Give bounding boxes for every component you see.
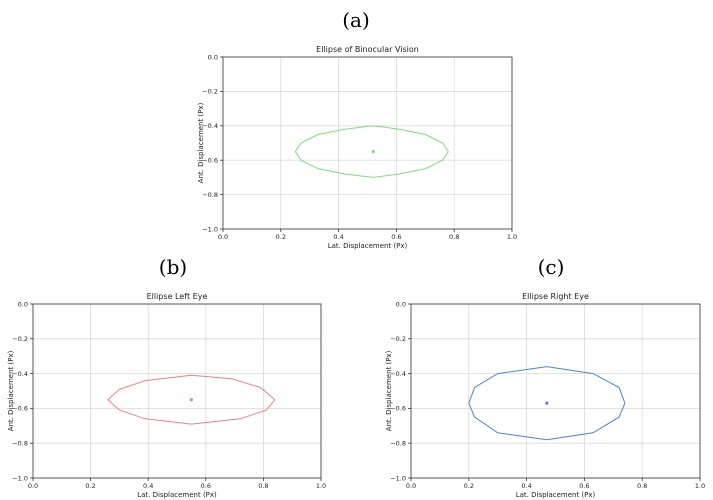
x-tick-label: 0.0 (406, 482, 416, 490)
y-tick-label: −0.8 (12, 440, 28, 448)
chart-title: Ellipse Right Eye (522, 292, 589, 301)
y-tick-label: −0.6 (202, 157, 218, 165)
y-tick-label: −1.0 (390, 474, 406, 482)
x-tick-label: 0.0 (28, 482, 38, 490)
x-tick-label: 0.6 (391, 233, 401, 241)
x-axis-label: Lat. Displacement (Px) (328, 242, 408, 250)
x-tick-label: 0.2 (85, 482, 95, 490)
x-tick-label: 0.8 (258, 482, 268, 490)
y-tick-label: −0.4 (202, 122, 218, 130)
y-tick-label: −1.0 (202, 225, 218, 233)
plot-frame (410, 303, 701, 479)
y-tick-label: −1.0 (12, 474, 28, 482)
chart-1: 0.0 0.2 0.4 0.6 0.8 1.0 0.0 −0.2 −0.4 −0.6 −0.8 −1.… (7, 292, 326, 499)
x-tick-label: 0.0 (218, 233, 228, 241)
y-tick-label: −0.4 (12, 370, 28, 378)
x-tick-label: 1.0 (316, 482, 326, 490)
y-tick-label: 0.0 (18, 300, 28, 308)
plot-frame (32, 303, 322, 479)
y-tick-label: 0.0 (208, 53, 218, 61)
center-point (545, 401, 549, 405)
y-tick-label: −0.6 (390, 405, 406, 413)
center-point (189, 398, 193, 402)
y-tick-label: −0.2 (202, 88, 218, 96)
y-axis-label: Ant. Displacement (Px) (197, 102, 205, 183)
y-tick-label: −0.2 (12, 335, 28, 343)
x-tick-label: 0.2 (464, 482, 474, 490)
x-tick-label: 0.4 (143, 482, 153, 490)
plot-frame (222, 56, 513, 230)
chart-title: Ellipse of Binocular Vision (316, 45, 419, 54)
x-tick-label: 0.6 (579, 482, 589, 490)
panel-letter-a: (a) (342, 8, 370, 32)
y-axis-label: Ant. Displacement (Px) (385, 350, 393, 431)
x-tick-label: 0.2 (276, 233, 286, 241)
ellipse-series-line (468, 366, 626, 441)
chart-2: 0.0 0.2 0.4 0.6 0.8 1.0 0.0 −0.2 −0.4 −0.6 −0.8 −1.… (385, 292, 705, 499)
chart-0: 0.0 0.2 0.4 0.6 0.8 1.0 0.0 −0.2 −0.4 −0.6 −0.8 −1.… (197, 45, 517, 250)
y-tick-label: −0.8 (202, 191, 218, 199)
x-tick-label: 0.4 (333, 233, 343, 241)
y-tick-label: −0.8 (390, 440, 406, 448)
x-tick-label: 0.6 (201, 482, 211, 490)
panel-letter-b: (b) (158, 255, 188, 279)
y-tick-label: −0.2 (390, 335, 406, 343)
ellipse-series-line (107, 374, 276, 425)
y-axis-label: Ant. Displacement (Px) (7, 350, 15, 431)
ellipse-series-line (294, 125, 449, 178)
center-point (371, 150, 375, 154)
x-tick-label: 0.8 (637, 482, 647, 490)
panel-letter-c: (c) (537, 255, 565, 279)
x-tick-label: 1.0 (507, 233, 517, 241)
x-axis-label: Lat. Displacement (Px) (137, 491, 217, 499)
y-tick-label: −0.4 (390, 370, 406, 378)
y-tick-label: −0.6 (12, 405, 28, 413)
x-tick-label: 0.8 (449, 233, 459, 241)
y-tick-label: 0.0 (396, 300, 406, 308)
chart-title: Ellipse Left Eye (147, 292, 208, 301)
x-axis-label: Lat. Displacement (Px) (516, 491, 596, 499)
x-tick-label: 1.0 (695, 482, 705, 490)
x-tick-label: 0.4 (521, 482, 531, 490)
